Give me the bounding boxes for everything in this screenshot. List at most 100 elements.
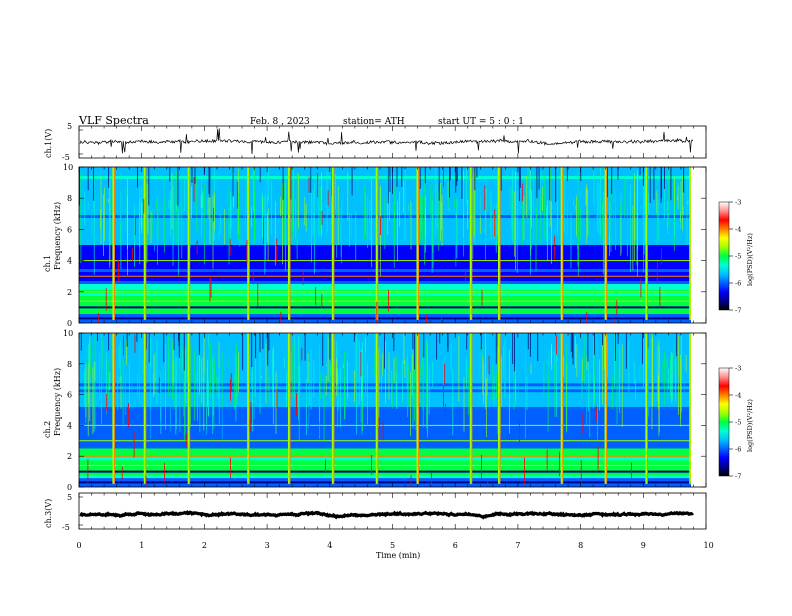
spectrogram-row <box>79 245 691 249</box>
spectrogram-row <box>79 254 691 258</box>
ch3-waveform-trace <box>79 509 694 520</box>
spectrogram-row <box>79 263 691 267</box>
spectrogram-row <box>79 311 691 315</box>
spectrogram-row <box>79 191 691 195</box>
frequency-tick-label: 4 <box>67 257 72 266</box>
x-tick-label: 9 <box>641 541 646 550</box>
ch3-ytick-bottom: -5 <box>62 523 70 532</box>
spectrogram-row <box>79 401 691 405</box>
x-tick-label: 3 <box>265 541 270 550</box>
ch1-waveform-trace <box>79 128 694 155</box>
spectrogram-row <box>79 308 691 312</box>
frequency-tick-label: 6 <box>67 225 72 234</box>
spectrogram-row <box>79 389 691 393</box>
spectrogram-row <box>79 176 691 180</box>
spectrogram-row <box>79 167 691 171</box>
spectrogram-row <box>79 398 691 402</box>
spectrogram-row <box>79 427 691 432</box>
spectrogram-row <box>79 293 691 297</box>
ch2-colorbar-scale <box>718 367 730 477</box>
spectrogram-row <box>79 460 691 464</box>
spectrogram-row <box>79 386 691 390</box>
frequency-tick-label: 4 <box>67 421 72 430</box>
spectrogram-row <box>79 347 691 352</box>
spectrogram-row <box>79 173 691 177</box>
colorbar-tick-label: -5 <box>735 253 741 261</box>
ch1-spectrogram-heatmap <box>79 167 691 323</box>
spectrogram-row <box>79 194 691 198</box>
figure-title: VLF Spectra <box>78 114 149 127</box>
frequency-tick-label: 0 <box>67 319 72 328</box>
spectrogram-row <box>79 188 691 192</box>
spectrogram-row <box>79 365 691 369</box>
ch1-ytick-bottom: -5 <box>62 153 70 162</box>
ch1-spectrogram-ylabel-channel: ch.1 <box>43 255 52 272</box>
ch2-spectrogram-ylabel-channel: ch.2 <box>43 421 52 438</box>
header-date: Feb. 8 , 2023 <box>250 117 310 127</box>
ch1-colorbar-scale <box>718 201 730 311</box>
colorbar-tick-label: -3 <box>735 199 741 207</box>
ch1-colorbar-label: log(PSD)(V²/Hz) <box>746 233 754 286</box>
ch3-ytick-top: 5 <box>67 493 72 502</box>
ch2-spectrogram-panel: 0 2 4 6 8 10 ch.2 Frequency (kHz) <box>43 329 707 492</box>
spectrogram-row <box>79 392 691 396</box>
colorbar-tick-label: -7 <box>735 473 741 481</box>
spectrogram-row <box>79 284 691 288</box>
spectrogram-row <box>79 433 691 438</box>
spectrogram-row <box>79 359 691 364</box>
spectrogram-row <box>79 410 691 414</box>
spectrogram-row <box>79 466 691 470</box>
spectrogram-row <box>79 320 691 323</box>
header-start-ut: start UT = 5 : 0 : 1 <box>438 117 524 127</box>
spectrogram-row <box>79 302 691 306</box>
ch3-waveform-panel: 5 -5 ch.3(V) <box>44 492 707 532</box>
spectrogram-row <box>79 442 691 446</box>
spectrogram-row <box>79 418 691 423</box>
spectrogram-row <box>79 424 691 429</box>
frequency-tick-label: 0 <box>67 483 72 492</box>
spectrogram-row <box>79 179 691 183</box>
spectrogram-row <box>79 356 691 361</box>
spectrogram-row <box>79 421 691 426</box>
spectrogram-row <box>79 413 691 417</box>
spectrogram-row <box>79 371 691 375</box>
spectrogram-row <box>79 278 691 282</box>
spectrogram-row <box>79 368 691 372</box>
ch3-waveform-ylabel: ch.3(V) <box>44 499 53 528</box>
spectrogram-row <box>79 353 691 358</box>
spectrogram-row <box>79 430 691 435</box>
frequency-tick-label: 6 <box>67 391 72 400</box>
x-axis-tick-labels: 0 1 2 3 4 5 6 7 8 9 10 <box>77 541 714 550</box>
x-tick-label: 5 <box>390 541 395 550</box>
spectrogram-row <box>79 457 691 461</box>
colorbar-tick-label: -6 <box>735 446 741 454</box>
spectrogram-row <box>79 380 691 384</box>
spectrogram-row <box>79 478 691 482</box>
spectrogram-row <box>79 362 691 366</box>
spectrogram-row <box>79 257 691 261</box>
x-tick-label: 1 <box>139 541 144 550</box>
ch2-colorbar-label: log(PSD)(V²/Hz) <box>746 399 754 452</box>
spectrogram-row <box>79 407 691 411</box>
ch1-ytick-top: 5 <box>67 122 72 131</box>
spectrogram-row <box>79 197 691 201</box>
spectrogram-row <box>79 436 691 441</box>
spectrogram-row <box>79 344 691 349</box>
spectrogram-row <box>79 415 691 420</box>
spectrogram-row <box>79 296 691 300</box>
waveform-line <box>79 128 694 155</box>
colorbar-tick-label: -6 <box>735 280 741 288</box>
spectrogram-row <box>79 170 691 174</box>
spectrogram-row <box>79 242 691 246</box>
colorbar-tick-label: -4 <box>735 392 741 400</box>
spectrogram-row <box>79 260 691 264</box>
spectrogram-row <box>79 266 691 270</box>
spectrogram-row <box>79 269 691 273</box>
spectrogram-row <box>79 350 691 355</box>
frequency-tick-label: 8 <box>67 194 72 203</box>
spectrogram-row <box>79 314 691 318</box>
ch1-spectrogram-ylabel: Frequency (kHz) <box>53 202 62 270</box>
spectrogram-row <box>79 404 691 408</box>
frequency-tick-label: 2 <box>67 452 72 461</box>
